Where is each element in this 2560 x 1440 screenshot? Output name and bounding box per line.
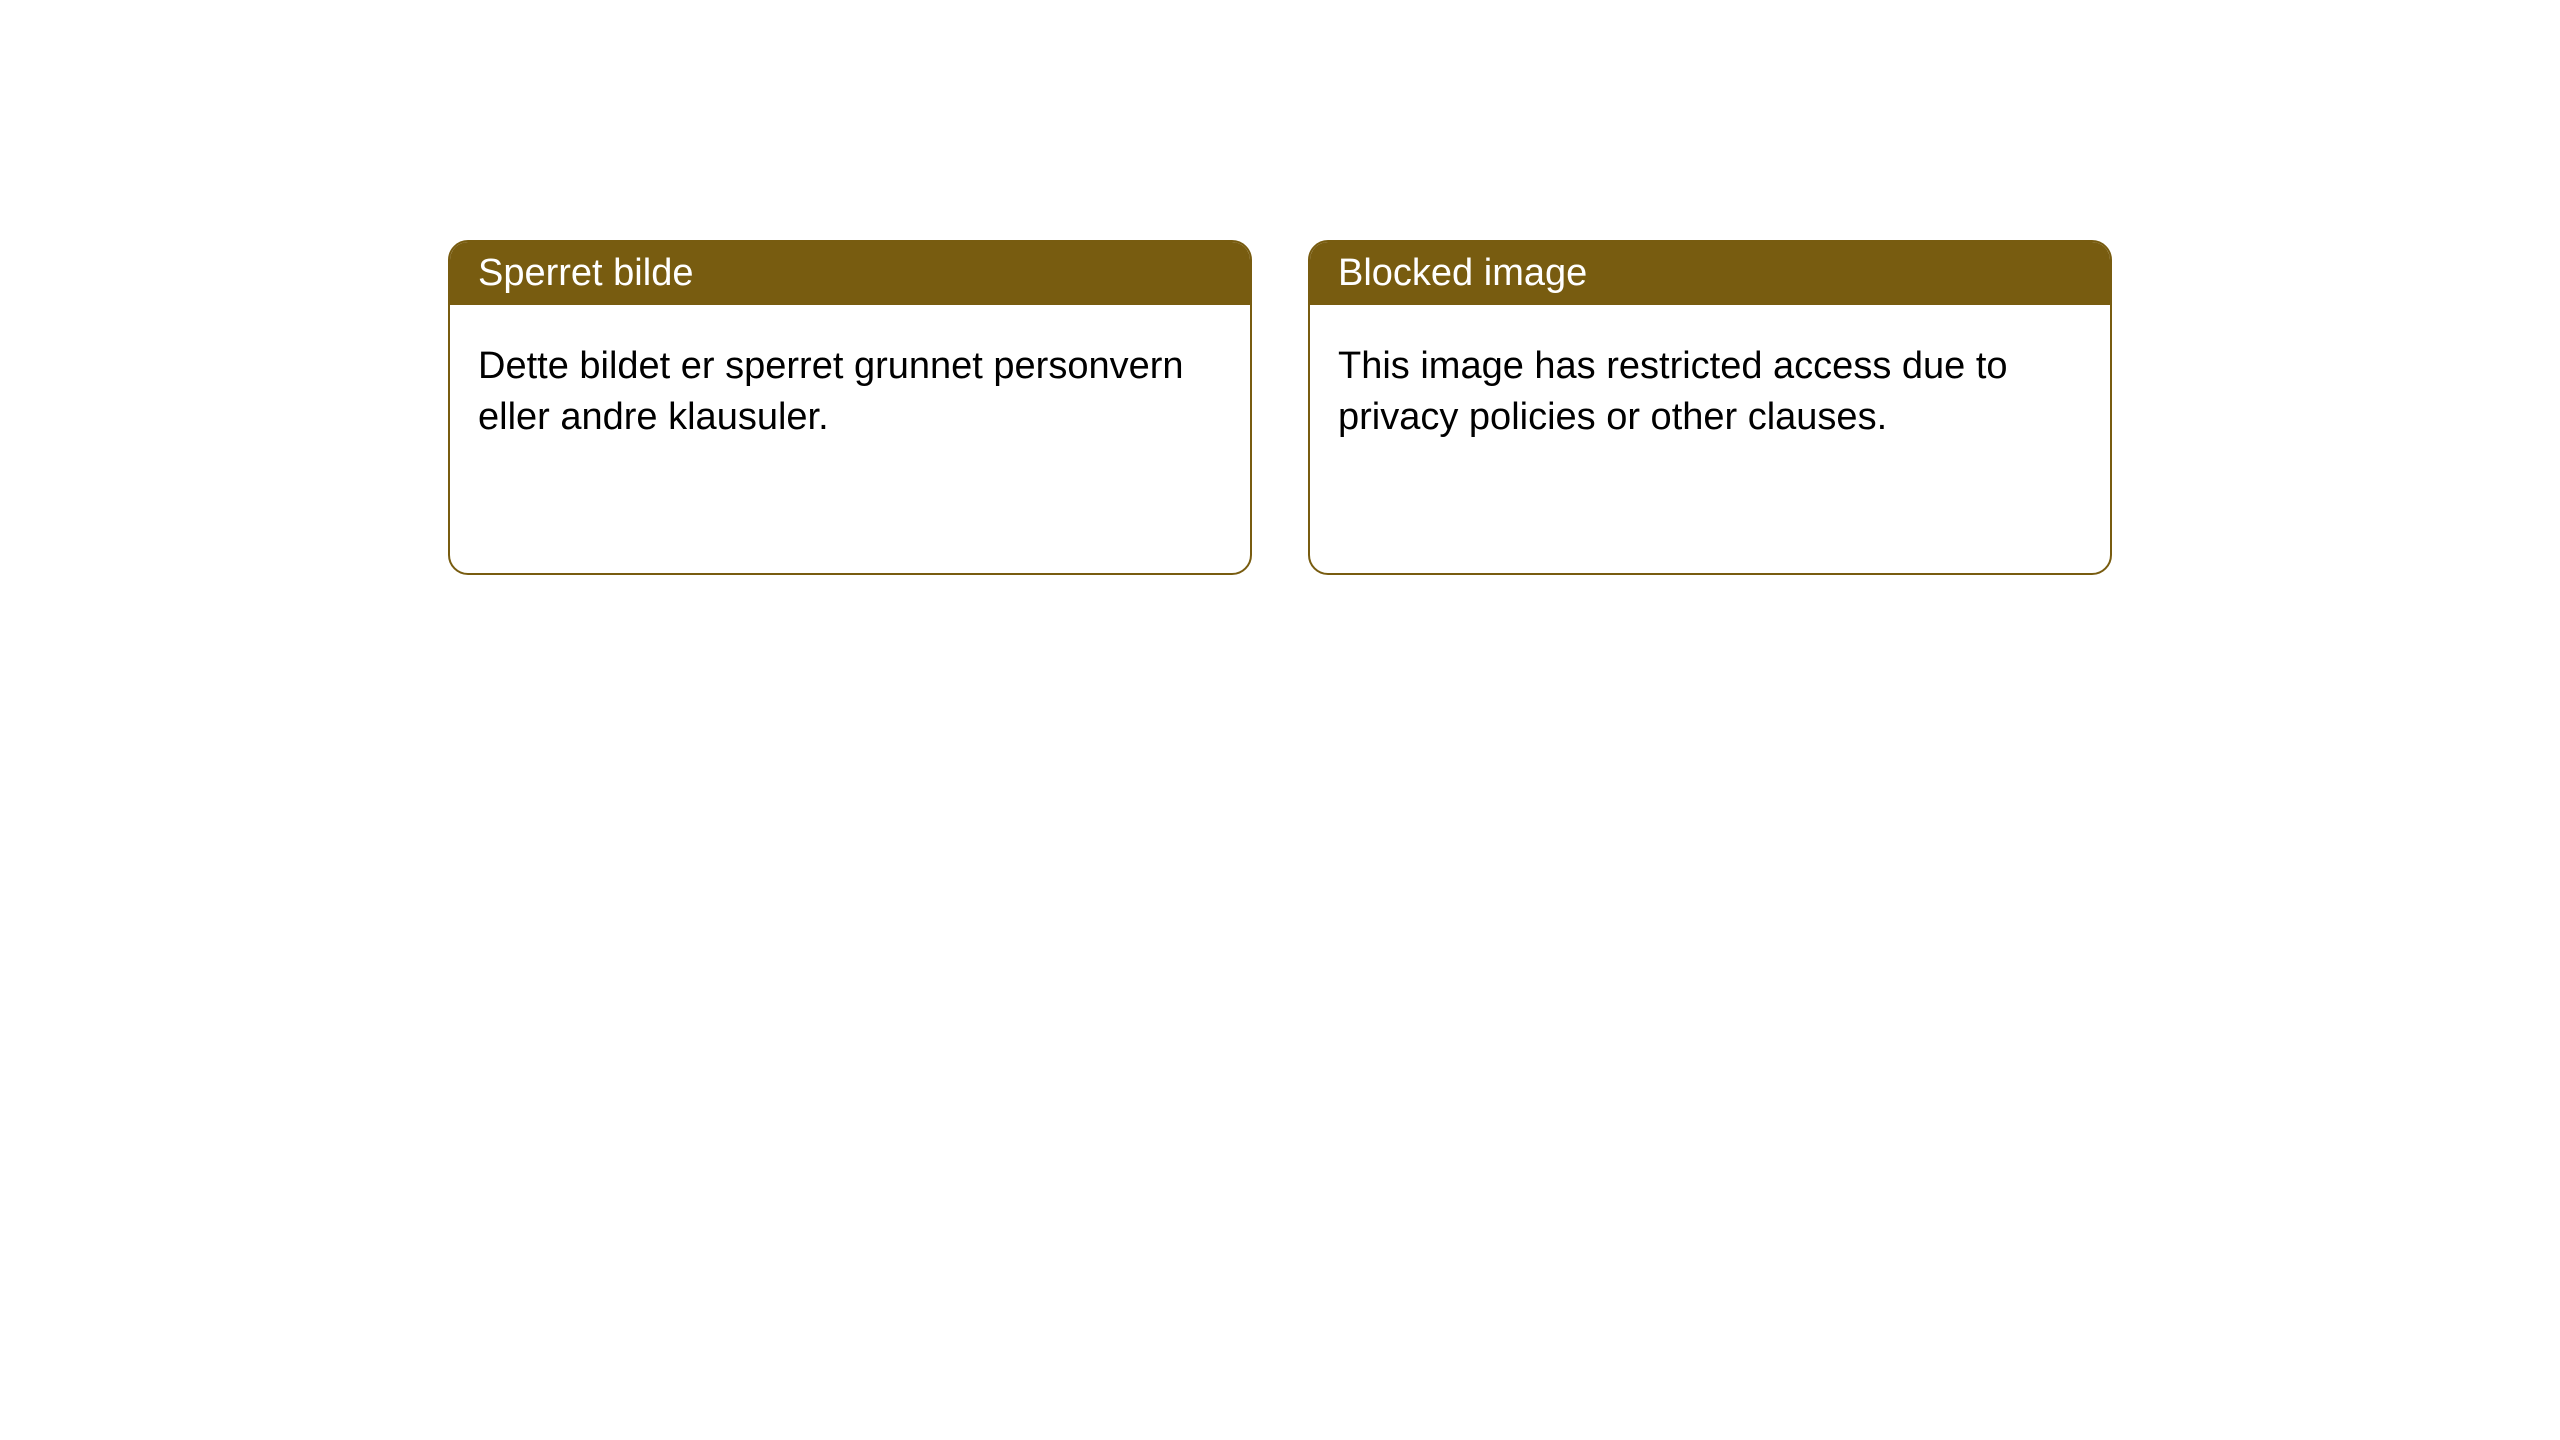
notice-card-en: Blocked image This image has restricted … <box>1308 240 2112 575</box>
notice-card-no: Sperret bilde Dette bildet er sperret gr… <box>448 240 1252 575</box>
notice-body-no: Dette bildet er sperret grunnet personve… <box>450 305 1250 480</box>
notice-body-en: This image has restricted access due to … <box>1310 305 2110 480</box>
notice-container: Sperret bilde Dette bildet er sperret gr… <box>0 0 2560 575</box>
notice-title-en: Blocked image <box>1310 242 2110 305</box>
notice-title-no: Sperret bilde <box>450 242 1250 305</box>
